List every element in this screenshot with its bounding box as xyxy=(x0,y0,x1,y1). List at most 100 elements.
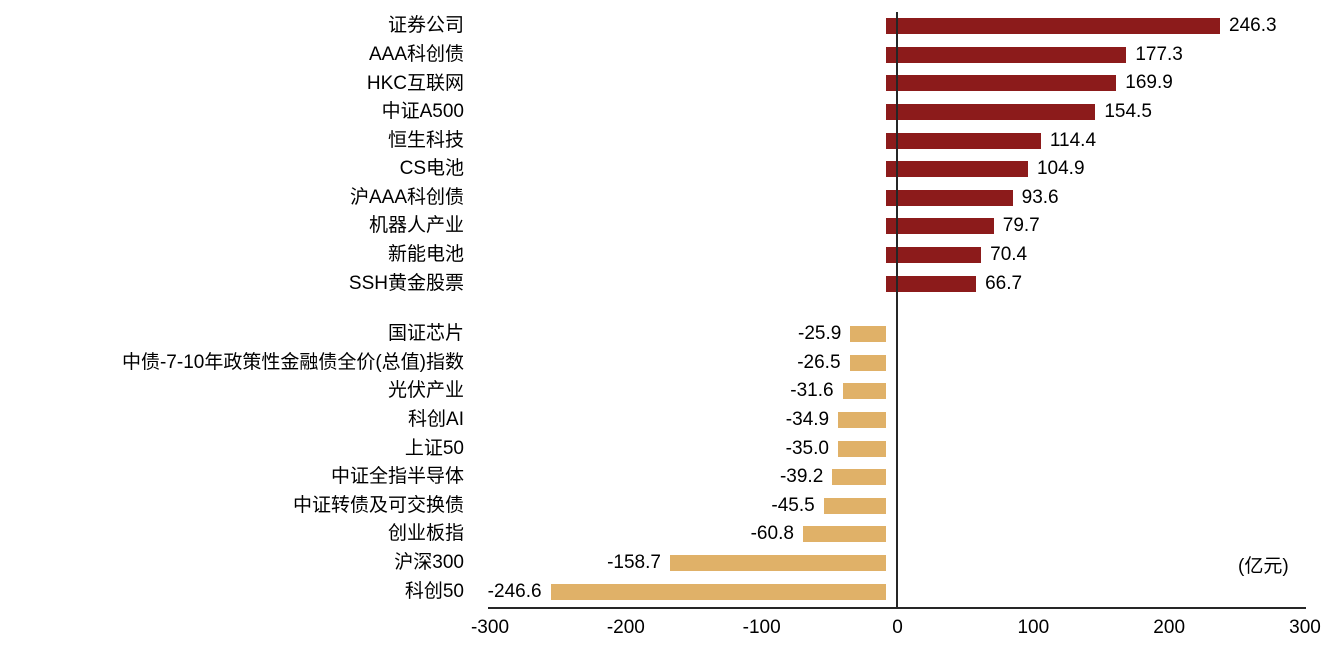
value-label: -35.0 xyxy=(785,437,829,459)
x-axis-tick: -300 xyxy=(470,617,510,638)
chart-row: SSH黄金股票 66.7 xyxy=(0,269,1338,298)
bar-negative xyxy=(838,412,886,429)
plot-area: -31.6 xyxy=(478,377,1293,406)
value-label: -158.7 xyxy=(607,551,661,573)
category-label: AAA科创债 xyxy=(368,43,464,65)
category-label: 机器人产业 xyxy=(368,215,464,237)
plot-area: 246.3 xyxy=(478,12,1293,41)
x-axis-line xyxy=(488,607,1306,609)
chart-row: 沪深300 -158.7 xyxy=(0,549,1338,578)
x-axis-tick: -200 xyxy=(606,617,645,638)
chart-row: HKC互联网 169.9 xyxy=(0,69,1338,98)
plot-area: -34.9 xyxy=(478,406,1293,435)
chart-row: 证券公司 246.3 xyxy=(0,12,1338,41)
bar-positive xyxy=(885,46,1127,63)
bar-negative xyxy=(802,526,886,543)
x-axis-tick: -100 xyxy=(742,617,781,638)
value-label: 70.4 xyxy=(990,244,1028,266)
group-gap xyxy=(0,298,1338,320)
plot-area: 114.4 xyxy=(478,126,1293,155)
bar-positive xyxy=(885,18,1221,35)
category-label: 沪AAA科创债 xyxy=(349,186,464,208)
plot-area: -39.2 xyxy=(478,463,1293,492)
bar-negative xyxy=(550,583,886,600)
bar-negative xyxy=(669,554,886,571)
plot-area: 104.9 xyxy=(478,155,1293,184)
plot-area: -158.7 xyxy=(478,549,1293,578)
value-label: 169.9 xyxy=(1125,72,1173,94)
bar-negative xyxy=(849,354,886,371)
category-label: 中证转债及可交换债 xyxy=(292,494,464,516)
category-label: 上证50 xyxy=(404,437,464,459)
value-label: 66.7 xyxy=(985,272,1023,294)
category-label: 中债-7-10年政策性金融债全价(总值)指数 xyxy=(121,351,464,373)
bar-negative xyxy=(842,383,886,400)
category-label: 新能电池 xyxy=(387,244,464,266)
category-label: 沪深300 xyxy=(394,552,464,574)
category-label: 中证A500 xyxy=(381,101,464,123)
value-label: 104.9 xyxy=(1036,158,1085,180)
unit-label: (亿元) xyxy=(1238,556,1289,577)
chart-row: 科创50 -246.6 xyxy=(0,577,1338,606)
chart-row: CS电池 104.9 xyxy=(0,155,1338,184)
category-label: CS电池 xyxy=(399,158,464,180)
category-label: 科创50 xyxy=(404,580,464,602)
bar-positive xyxy=(885,161,1028,178)
value-label: 114.4 xyxy=(1049,129,1097,151)
value-label: 177.3 xyxy=(1135,43,1183,65)
category-label: 光伏产业 xyxy=(387,380,464,402)
bar-positive xyxy=(885,247,982,264)
value-label: -60.8 xyxy=(750,523,794,545)
plot-area: 93.6 xyxy=(478,184,1293,213)
plot-area: -45.5 xyxy=(478,492,1293,521)
x-axis-tick: 200 xyxy=(1153,617,1186,638)
plot-area: 177.3 xyxy=(478,41,1293,70)
value-label: -34.9 xyxy=(785,409,830,431)
value-label: 79.7 xyxy=(1002,215,1040,237)
value-label: -31.6 xyxy=(790,380,834,402)
plot-area: 169.9 xyxy=(478,69,1293,98)
plot-area: 154.5 xyxy=(478,98,1293,127)
value-label: -26.5 xyxy=(797,351,841,373)
category-label: HKC互联网 xyxy=(366,72,464,94)
chart-row: 恒生科技 114.4 xyxy=(0,126,1338,155)
value-label: 246.3 xyxy=(1229,15,1277,37)
bar-positive xyxy=(885,218,994,235)
plot-area: -26.5 xyxy=(478,349,1293,378)
plot-area: -246.6 xyxy=(478,577,1293,606)
chart-row: 中证转债及可交换债 -45.5 xyxy=(0,492,1338,521)
chart-row: 国证芯片 -25.9 xyxy=(0,320,1338,349)
plot-area: 70.4 xyxy=(478,241,1293,270)
chart-row: AAA科创债 177.3 xyxy=(0,41,1338,70)
x-axis-tick: 300 xyxy=(1289,617,1321,638)
zero-axis-line xyxy=(896,12,898,608)
plot-area: -60.8 xyxy=(478,520,1293,549)
category-label: SSH黄金股票 xyxy=(348,272,464,294)
category-label: 创业板指 xyxy=(387,523,464,545)
chart-row: 沪AAA科创债 93.6 xyxy=(0,184,1338,213)
plot-area: -35.0 xyxy=(478,434,1293,463)
category-label: 中证全指半导体 xyxy=(330,466,464,488)
category-label: 科创AI xyxy=(408,409,464,431)
bar-negative xyxy=(850,326,886,343)
value-label: 154.5 xyxy=(1104,101,1152,123)
plot-area: -25.9 xyxy=(478,320,1293,349)
bar-positive xyxy=(885,132,1041,149)
category-label: 国证芯片 xyxy=(387,323,464,345)
bar-negative xyxy=(823,497,886,514)
value-label: -246.6 xyxy=(487,580,542,602)
x-axis-tick: 0 xyxy=(892,617,903,638)
chart-row: 光伏产业 -31.6 xyxy=(0,377,1338,406)
category-label: 恒生科技 xyxy=(387,129,464,151)
chart-row: 科创AI -34.9 xyxy=(0,406,1338,435)
bar-negative xyxy=(837,440,886,457)
chart-row: 中证全指半导体 -39.2 xyxy=(0,463,1338,492)
bar-positive xyxy=(885,75,1117,92)
bar-positive xyxy=(885,189,1013,206)
bar-positive xyxy=(885,104,1096,121)
bar-positive xyxy=(885,275,977,292)
chart-rows: 证券公司 246.3 AAA科创债 177.3 HKC互联网 169.9 中证A500 154… xyxy=(0,12,1338,606)
category-label: 证券公司 xyxy=(387,15,464,37)
bar-negative xyxy=(832,469,886,486)
